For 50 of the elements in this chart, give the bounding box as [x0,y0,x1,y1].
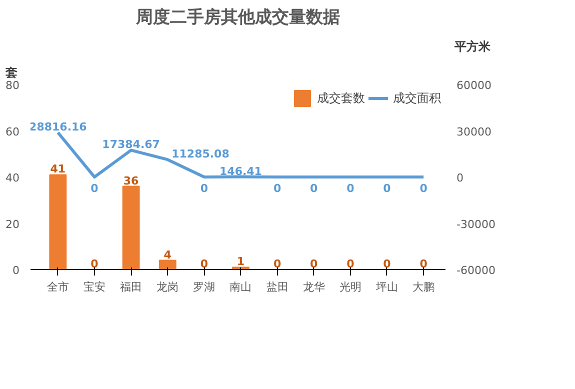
data-label: 17384.67 [102,138,160,152]
x-tick-label: 全市 [46,280,69,294]
bar [122,186,140,270]
data-label: 0 [90,258,99,270]
x-tick-label: 龙岗 [156,280,179,294]
data-label: 0 [383,182,392,195]
data-label: 0 [90,182,99,195]
x-tick-label: 坪山 [375,280,398,294]
x-tick-label: 罗湖 [193,280,216,294]
x-tick-label: 光明 [339,280,362,294]
y2-tick-label: -30000 [456,218,496,231]
data-label: 11285.08 [172,148,230,161]
x-tick-label: 大鹏 [412,280,435,294]
data-label: 146.41 [220,164,262,178]
data-label: 0 [420,258,428,270]
data-label: 0 [310,182,318,195]
data-label: 0 [346,182,355,195]
data-label: 41 [50,162,66,176]
y-tick-label: 80 [6,79,20,92]
data-label: 0 [200,258,208,270]
legend-label: 成交面积 [393,90,441,106]
data-label: 4 [164,248,172,262]
data-label: 0 [346,258,355,270]
data-label: 1 [236,255,245,268]
data-label: 0 [420,182,428,195]
y2-tick-label: 60000 [456,79,492,92]
x-tick-label: 福田 [120,280,142,294]
x-tick-label: 龙华 [302,280,325,294]
x-tick-label: 宝安 [83,280,106,294]
y2-tick-label: 0 [456,172,464,184]
data-label: 0 [273,182,282,195]
chart-title: 周度二手房其他成交量数据 [135,8,340,28]
data-label: 36 [123,174,140,188]
legend-label: 成交套数 [317,90,365,106]
data-label: 0 [383,258,392,270]
bar [49,174,67,270]
data-label: 0 [273,258,282,270]
x-tick-label: 盐田 [266,280,288,294]
x-tick-label: 南山 [230,280,252,294]
y-tick-label: 0 [12,264,20,277]
y-tick-label: 60 [6,125,20,138]
data-label: 0 [310,258,318,270]
y2-axis-title: 平方米 [454,40,492,54]
y2-tick-label: -60000 [456,264,496,277]
data-label: 0 [200,182,208,195]
y-axis-title: 套 [4,66,18,80]
bar [158,260,176,270]
y-tick-label: 40 [6,172,20,184]
y-tick-label: 20 [6,218,20,231]
y2-tick-label: 30000 [456,125,492,138]
